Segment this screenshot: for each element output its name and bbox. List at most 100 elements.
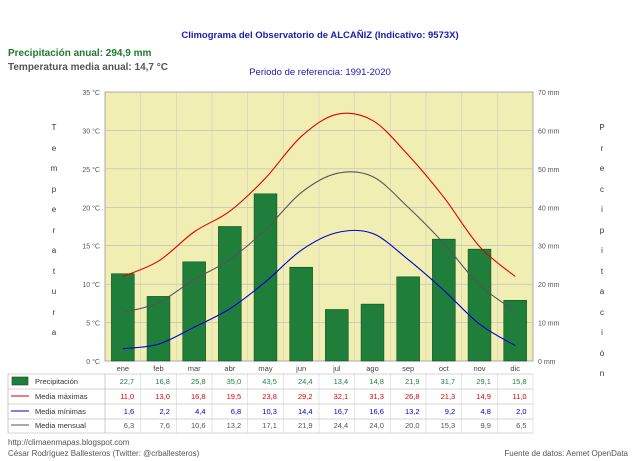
right-tick-label: 10 mm (538, 321, 560, 328)
table-cell: 6,5 (516, 421, 526, 430)
axis-label-letter: e (51, 205, 57, 214)
left-tick-label: 10 °C (82, 281, 100, 289)
axis-label-letter: n (599, 369, 605, 378)
axis-label-letter: a (51, 246, 57, 255)
table-cell: 2,0 (516, 407, 526, 416)
precipitation-bar (325, 309, 349, 362)
precipitation-bar (467, 248, 492, 362)
precipitation-bar (396, 276, 420, 362)
table-cell: 9,9 (480, 421, 490, 430)
table-cell: 4,4 (195, 407, 205, 416)
table-cell: 14,4 (298, 407, 313, 416)
table-cell: 2,2 (159, 407, 169, 416)
month-label: jul (332, 364, 341, 373)
table-cell: 31,3 (369, 392, 384, 401)
table-cell: 13,2 (227, 421, 242, 430)
table-cell: 16,8 (191, 392, 206, 401)
axis-label-letter: i (601, 246, 603, 255)
left-tick-label: 25 °C (82, 166, 100, 174)
month-label: ago (366, 364, 379, 373)
right-tick-label: 50 mm (538, 167, 560, 174)
right-tick-label: 40 mm (538, 205, 560, 212)
axis-label-letter: e (51, 143, 57, 153)
month-label: feb (153, 364, 163, 373)
axis-label-letter: e (599, 164, 605, 173)
table-cell: 24,4 (298, 377, 313, 386)
axis-label-letter: T (51, 123, 57, 132)
table-cell: 19,5 (227, 392, 242, 401)
precipitation-bar (432, 238, 456, 362)
mean-temperature-line (122, 171, 516, 314)
table-cell: 24,4 (334, 421, 349, 430)
table-cell: 6,3 (124, 421, 134, 430)
table-cell: 22,7 (120, 377, 135, 386)
axis-label-letter: u (51, 287, 57, 296)
table-cell: 14,9 (476, 392, 491, 401)
footer-url[interactable]: http://climaenmapas.blogspot.com (8, 438, 130, 447)
axis-label-letter: ó (599, 348, 605, 358)
legend-bar-swatch (11, 376, 29, 386)
table-cell: 14,8 (369, 377, 384, 386)
precipitation-bar (289, 266, 313, 362)
table-cell: 43,5 (262, 377, 277, 386)
annual-temperature: Temperatura media anual: 14,7 °C (8, 62, 168, 73)
axis-label-letter: i (601, 205, 603, 214)
table-cell: 11,0 (513, 392, 527, 401)
table-cell: 21,9 (298, 421, 313, 430)
table-cell: 32,1 (334, 392, 349, 401)
precipitation-bar (146, 296, 171, 362)
left-tick-label: 20 °C (82, 204, 100, 212)
month-label: ene (117, 364, 130, 373)
table-cell: 16,7 (334, 407, 349, 416)
table-cell: 1,6 (124, 407, 134, 416)
table-cell: 15,8 (512, 377, 527, 386)
table-cell: 13,0 (155, 392, 170, 401)
legend-label: Media mínimas (35, 407, 86, 416)
legend-label: Media máximas (35, 392, 88, 401)
chart-title: Climograma del Observatorio de ALCAÑIZ (… (181, 30, 459, 41)
month-label: sep (402, 364, 414, 373)
table-cell: 15,3 (441, 421, 456, 430)
precipitation-bar (182, 261, 206, 362)
right-tick-label: 30 mm (538, 244, 560, 251)
table-cell: 23,8 (262, 392, 277, 401)
left-tick-label: 30 °C (82, 127, 100, 135)
axis-label-letter: r (52, 307, 56, 317)
table-cell: 13,2 (405, 407, 420, 416)
right-tick-label: 20 mm (538, 282, 560, 289)
climograph: 0 °C 0 mm 5 °C 10 mm 10 °C 20 mm 15 °C 30 mm 20 … (7, 89, 560, 434)
table-cell: 17,1 (262, 421, 277, 430)
axis-label-letter: a (51, 328, 57, 337)
precipitation-bar (360, 303, 385, 362)
axis-label-letter: r (600, 143, 604, 153)
table-cell: 35,0 (227, 377, 242, 386)
month-label: mar (188, 364, 201, 373)
precipitation-bar (253, 193, 278, 362)
table-cell: 6,8 (231, 407, 241, 416)
axis-label-letter: i (601, 328, 603, 337)
axis-label-letter: t (52, 266, 56, 276)
table-cell: 21,3 (441, 392, 456, 401)
table-cell: 13,4 (334, 377, 349, 386)
month-label: dic (510, 364, 520, 373)
left-tick-label: 15 °C (82, 243, 100, 251)
table-cell: 25,8 (191, 377, 206, 386)
chart-subtitle: Periodo de referencia: 1991-2020 (249, 67, 391, 78)
table-cell: 10,6 (191, 421, 206, 430)
table-cell: 20,0 (405, 421, 420, 430)
table-cell: 9,2 (445, 407, 455, 416)
footer-author: César Rodríguez Ballesteros (Twitter: @c… (8, 449, 200, 458)
max-temperature-line (122, 112, 516, 277)
month-label: may (258, 364, 272, 373)
footer-source: Fuente de datos: Aemet OpenData (504, 449, 628, 458)
annual-precipitation: Precipitación anual: 294,9 mm (8, 48, 152, 59)
axis-label-letter: c (600, 307, 604, 317)
legend-label: Precipitación (35, 377, 78, 386)
table-cell: 29,1 (476, 377, 491, 386)
precipitation-bar (111, 273, 135, 362)
axis-label-letter: p (51, 184, 57, 194)
right-tick-label: 0 mm (538, 359, 556, 366)
axis-label-letter: p (599, 225, 605, 235)
table-cell: 24,0 (369, 421, 384, 430)
